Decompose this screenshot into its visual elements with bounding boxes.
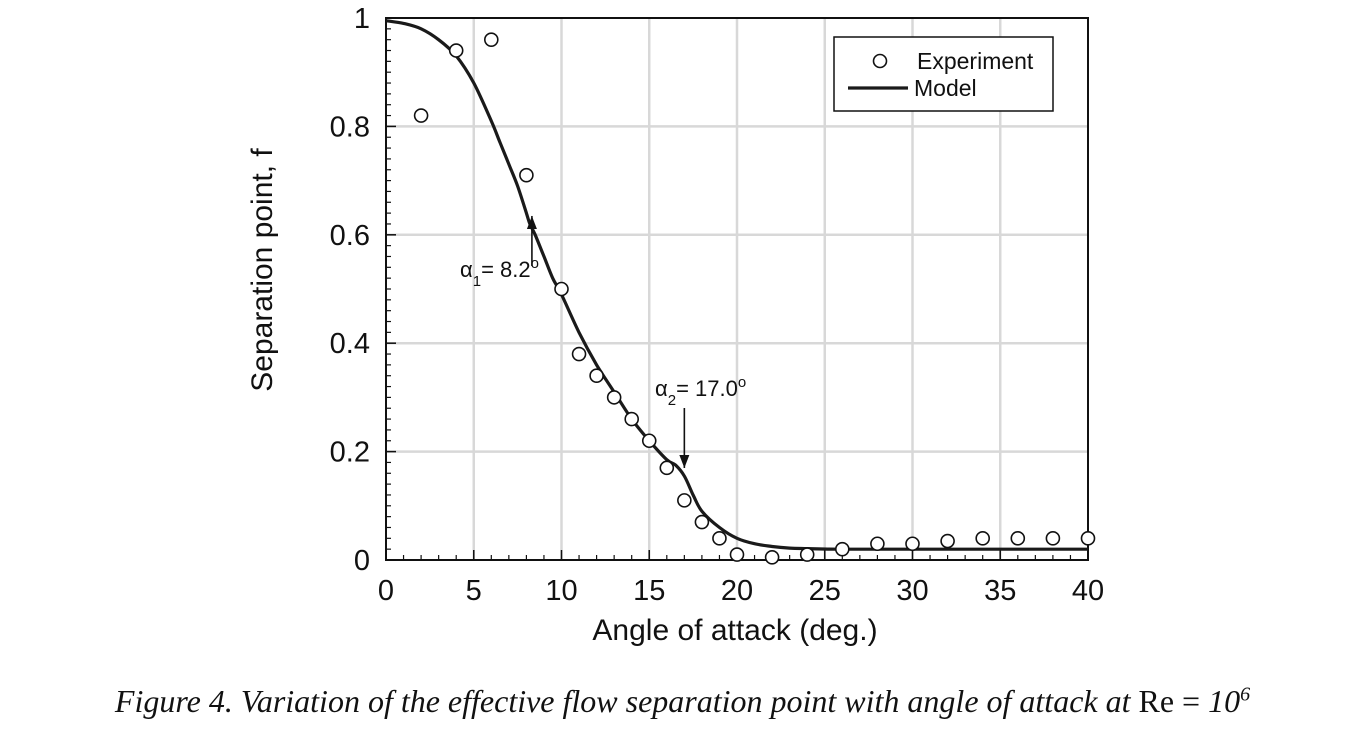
experiment-point <box>870 536 885 552</box>
chart: 0 5 10 15 20 25 30 35 40 0 0.2 0.4 0.6 0.8 1 α1= 8.2o… <box>246 3 1104 647</box>
legend-box <box>833 36 1054 112</box>
experiment-point <box>1080 531 1096 546</box>
experiment-point <box>589 368 604 384</box>
experiment-point <box>712 531 727 546</box>
experiment-point <box>413 108 429 123</box>
experiment-point <box>606 390 622 405</box>
caption-exponent: 6 <box>1240 683 1251 706</box>
x-tick-label: 40 <box>1072 575 1104 607</box>
model-curve <box>385 19 1088 551</box>
alpha1-label: α1= 8.2o <box>460 255 539 290</box>
experiment-point <box>483 32 499 47</box>
y-tick-label: 0.4 <box>330 328 370 360</box>
legend-experiment-label: Experiment <box>917 48 1034 74</box>
caption-text: Figure 4. Variation of the effective flo… <box>114 683 1139 719</box>
experiment-point <box>624 411 640 427</box>
experiment-point <box>764 549 780 565</box>
x-tick-label: 20 <box>721 575 753 607</box>
y-tick-label: 1 <box>354 3 370 35</box>
alpha1-arrow-head <box>526 215 537 229</box>
y-tick-label: 0.8 <box>330 111 370 143</box>
x-tick-labels: 0 5 10 15 20 25 30 35 40 <box>378 575 1104 607</box>
experiment-point <box>641 433 657 449</box>
x-tick-label: 10 <box>545 575 577 607</box>
experiment-point <box>677 493 692 508</box>
x-tick-label: 0 <box>378 575 394 607</box>
x-tick-label: 5 <box>466 575 482 607</box>
experiment-point <box>1045 531 1061 546</box>
experiment-point <box>799 547 815 562</box>
x-axis-title: Angle of attack (deg.) <box>592 614 877 647</box>
annotations: α1= 8.2o α2= 17.0o <box>460 215 746 468</box>
caption-equals: = <box>1174 683 1209 719</box>
experiment-point <box>975 531 991 546</box>
y-axis-title: Separation point, f <box>246 148 279 392</box>
x-tick-label: 25 <box>809 575 841 607</box>
y-tick-label: 0 <box>354 545 370 577</box>
experiment-point <box>519 167 534 183</box>
x-tick-label: 30 <box>896 575 928 607</box>
legend-experiment-marker <box>872 53 888 69</box>
y-tick-label: 0.2 <box>330 437 370 469</box>
alpha2-label: α2= 17.0o <box>655 374 746 409</box>
figure-caption: Figure 4. Variation of the effective flo… <box>0 683 1365 720</box>
y-tick-label: 0.6 <box>330 220 370 252</box>
caption-re-label: Re <box>1138 683 1175 719</box>
legend-model-label: Model <box>914 75 977 101</box>
experiment-point <box>448 43 464 58</box>
legend: Experiment Model <box>833 36 1054 112</box>
experiment-point <box>940 533 955 549</box>
x-tick-label: 35 <box>984 575 1016 607</box>
x-tick-label: 15 <box>633 575 665 607</box>
y-tick-labels: 0 0.2 0.4 0.6 0.8 1 <box>330 3 370 577</box>
experiment-point <box>1010 531 1026 546</box>
experiment-point <box>554 281 569 297</box>
experiment-point <box>729 547 745 562</box>
experiment-point <box>905 536 920 552</box>
experiment-point <box>834 541 850 557</box>
alpha2-arrow-head <box>679 454 690 468</box>
caption-base: 10 <box>1208 683 1241 719</box>
experiment-point <box>571 346 587 362</box>
experiment-markers <box>413 32 1096 565</box>
experiment-point <box>659 460 675 476</box>
experiment-point <box>694 514 710 530</box>
